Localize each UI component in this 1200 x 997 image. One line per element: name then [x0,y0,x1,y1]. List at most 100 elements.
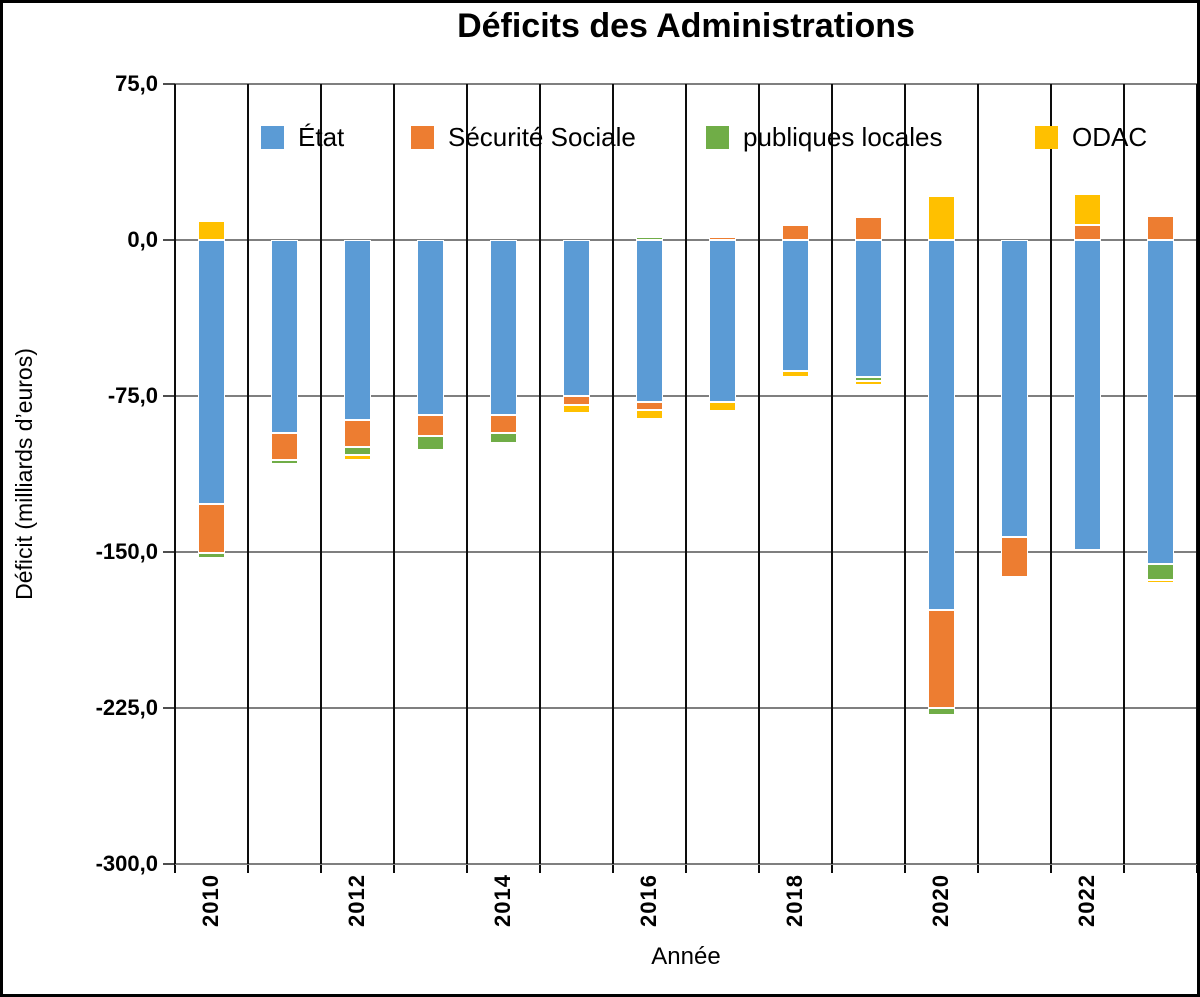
y-tick-label: -150,0 [95,539,158,564]
gridline-vertical [247,84,249,864]
x-tick-mark [247,864,249,873]
bar-segment-publiques-locales-2017 [709,234,736,238]
bar-segment--tat-2023 [1147,240,1174,565]
legend-item-odac: ODAC [1035,124,1147,150]
y-tick-mark [163,83,175,85]
bar-segment-s-curit-sociale-2013 [417,414,444,436]
bar-segment-odac-2010 [198,221,225,240]
gridline-vertical [466,84,468,864]
bar-segment-publiques-locales-2020 [928,708,955,715]
y-tick-label: 75,0 [115,71,158,96]
bar-segment-s-curit-sociale-2014 [490,414,517,434]
gridline-vertical [758,84,760,864]
bar-segment-s-curit-sociale-2020 [928,610,955,708]
x-tick-label: 2020 [927,874,953,927]
y-tick-label: -225,0 [95,695,158,720]
y-tick-mark [163,863,175,865]
x-tick-mark [977,864,979,873]
gridline-vertical [393,84,395,864]
y-axis-title: Déficit (milliards d’euros) [11,348,37,600]
x-tick-label: 2016 [635,874,661,927]
gridline-horizontal [175,863,1197,865]
legend-item-publiques-locales: publiques locales [706,124,942,150]
x-tick-mark [320,864,322,873]
x-tick-label: 2010 [197,874,223,927]
bar-segment-publiques-locales-2010 [198,553,225,559]
x-tick-mark [174,864,176,873]
legend-item--tat: État [261,124,344,150]
bar-segment-odac-2016 [636,409,663,419]
bar-segment-odac-2015 [563,405,590,414]
bar-segment-publiques-locales-2011 [271,460,298,464]
bar-segment-s-curit-sociale-2012 [344,419,371,447]
x-tick-mark [393,864,395,873]
bar-segment-odac-2023 [1147,580,1174,584]
y-tick-mark [163,707,175,709]
bar-segment-publiques-locales-2012 [344,446,371,456]
legend-label: État [298,122,345,152]
bar-segment-publiques-locales-2016 [636,236,663,240]
plot-area [174,83,1197,865]
bar-segment--tat-2010 [198,240,225,505]
bar-segment-publiques-locales-2013 [417,435,444,451]
bar-segment-s-curit-sociale-2017 [709,237,736,240]
x-tick-mark [466,864,468,873]
x-tick-mark [612,864,614,873]
bar-segment-odac-2018 [782,371,809,377]
bar-segment-odac-2013 [417,450,444,453]
x-tick-mark [831,864,833,873]
x-tick-mark [758,864,760,873]
gridline-vertical [320,84,322,864]
legend-swatch-icon [261,125,284,149]
gridline-vertical [977,84,979,864]
bar-segment-s-curit-sociale-2021 [1001,537,1028,577]
bar-segment-odac-2019 [855,381,882,386]
gridline-vertical [831,84,833,864]
bar-segment-odac-2012 [344,455,371,461]
legend-item-s-curit-sociale: Sécurité Sociale [411,124,636,150]
gridline-vertical [904,84,906,864]
y-tick-label: 0,0 [127,227,158,252]
bar-segment-s-curit-sociale-2018 [782,225,809,240]
bar-segment--tat-2021 [1001,240,1028,538]
bar-segment--tat-2020 [928,240,955,611]
x-tick-mark [539,864,541,873]
bar-segment--tat-2012 [344,240,371,420]
x-tick-mark [1050,864,1052,873]
y-tick-mark [163,239,175,241]
bar-segment-s-curit-sociale-2015 [563,396,590,406]
bar-segment--tat-2019 [855,240,882,378]
x-tick-mark [685,864,687,873]
bar-segment--tat-2016 [636,240,663,403]
legend-label: ODAC [1072,122,1148,152]
gridline-vertical [1196,84,1197,864]
chart-title: Déficits des Administrations [457,7,915,45]
gridline-vertical [612,84,614,864]
bar-segment--tat-2011 [271,240,298,434]
bar-segment-s-curit-sociale-2011 [271,433,298,461]
bar-segment-s-curit-sociale-2019 [855,217,882,240]
bar-segment-s-curit-sociale-2010 [198,504,225,554]
legend-swatch-icon [706,125,729,149]
legend-label: Sécurité Sociale [448,122,636,152]
bar-segment-odac-2022 [1074,194,1101,226]
legend-swatch-icon [1035,125,1058,149]
y-tick-label: -300,0 [95,851,158,876]
bar-segment--tat-2018 [782,240,809,372]
x-tick-label: 2018 [781,874,807,927]
bar-segment-publiques-locales-2019 [855,377,882,382]
x-tick-mark [1123,864,1125,873]
bar-segment-s-curit-sociale-2023 [1147,216,1174,240]
gridline-vertical [174,84,176,864]
bar-segment-odac-2017 [709,402,736,411]
y-tick-mark [163,551,175,553]
bar-segment-s-curit-sociale-2016 [636,402,663,410]
bar-segment-odac-2020 [928,196,955,240]
bar-segment--tat-2022 [1074,240,1101,550]
gridline-vertical [1123,84,1125,864]
gridline-vertical [685,84,687,864]
y-tick-label: -75,0 [107,383,158,408]
x-tick-label: 2012 [343,874,369,927]
bar-segment-s-curit-sociale-2022 [1074,225,1101,240]
bar-segment-publiques-locales-2014 [490,433,517,444]
